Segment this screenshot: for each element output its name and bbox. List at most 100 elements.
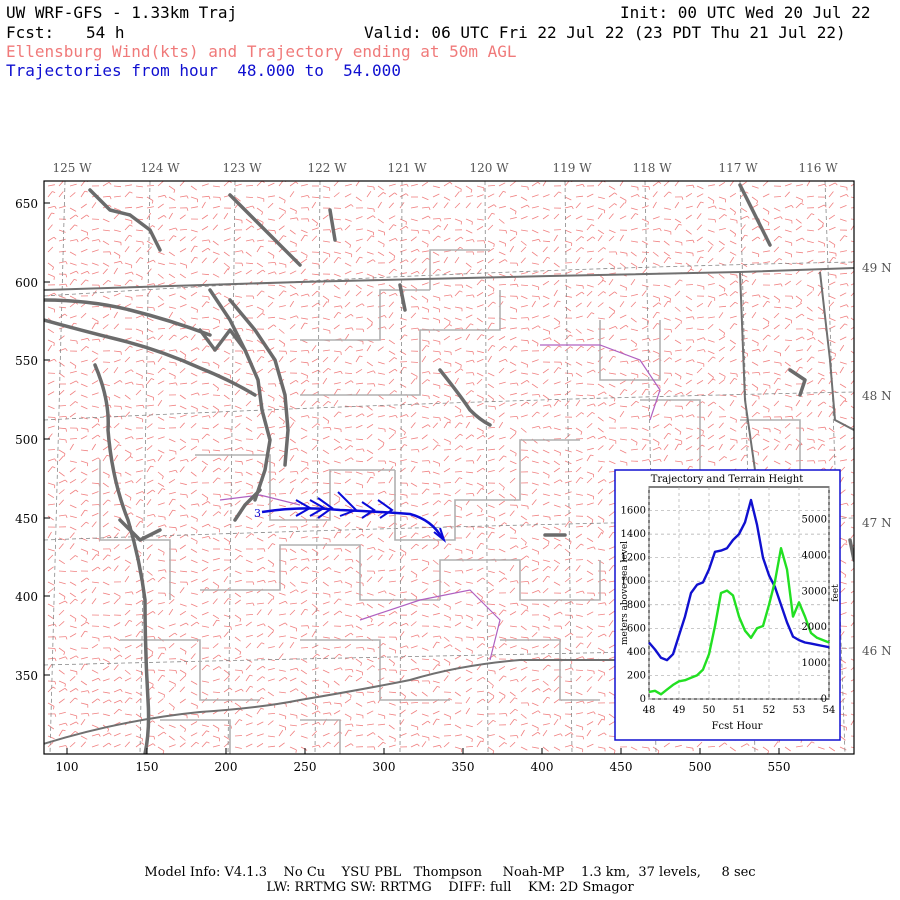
wind-barb xyxy=(762,207,770,212)
wind-barb xyxy=(168,623,176,627)
wind-barb xyxy=(421,544,428,550)
wind-barb xyxy=(377,438,385,444)
wind-barb xyxy=(289,292,297,297)
wind-barb xyxy=(267,202,274,209)
wind-barb xyxy=(454,336,462,341)
wind-barb-flag xyxy=(437,268,441,271)
wind-barb xyxy=(410,338,418,341)
wind-barb xyxy=(674,306,681,312)
wind-barb-flag xyxy=(208,536,211,540)
wind-barb xyxy=(388,293,396,297)
wind-barb xyxy=(586,250,594,253)
wind-barb-flag xyxy=(339,446,343,449)
wind-barb xyxy=(377,218,384,224)
wind-barb xyxy=(575,493,583,496)
wind-barb xyxy=(531,460,539,464)
wind-barb xyxy=(729,458,737,462)
wind-barb-flag xyxy=(405,259,409,263)
wind-barb xyxy=(531,688,539,693)
wind-barb xyxy=(47,246,54,253)
wind-barb xyxy=(333,667,341,671)
wind-barb xyxy=(311,227,319,231)
wind-barb xyxy=(421,339,429,342)
wind-barb xyxy=(234,183,242,187)
wind-barb-flag xyxy=(65,600,68,604)
wind-barb xyxy=(113,213,120,220)
wind-barb xyxy=(300,515,308,521)
wind-barb xyxy=(498,603,506,608)
wind-barb xyxy=(234,525,242,528)
wind-barb xyxy=(135,437,144,440)
wind-barb xyxy=(377,677,385,682)
wind-barb-flag xyxy=(241,263,244,267)
wind-barb-flag xyxy=(196,541,198,545)
wind-barb xyxy=(553,427,561,431)
wind-barb xyxy=(278,437,286,440)
wind-barb xyxy=(267,394,275,399)
wind-barb xyxy=(256,460,264,465)
wind-barb xyxy=(443,468,451,473)
wind-barb xyxy=(806,284,814,289)
wind-barb-flag xyxy=(84,509,88,512)
wind-barb xyxy=(597,302,604,308)
wind-barb xyxy=(256,262,264,268)
wind-barb-flag xyxy=(557,300,561,303)
wind-barb-flag xyxy=(614,291,618,295)
wind-barb xyxy=(355,676,363,682)
wind-barb-flag xyxy=(162,367,166,370)
wind-barb xyxy=(124,206,133,209)
wind-barb xyxy=(311,570,319,573)
wind-barb xyxy=(256,239,264,242)
wind-barb xyxy=(201,691,209,696)
wind-barb-flag xyxy=(383,654,387,658)
wind-barb-flag xyxy=(437,235,441,238)
wind-barb xyxy=(311,201,317,209)
wind-barb xyxy=(333,388,339,396)
wind-barb xyxy=(476,454,482,462)
wind-barb-flag xyxy=(97,698,101,701)
wind-barb xyxy=(311,358,319,363)
wind-barb xyxy=(410,206,418,209)
wind-barb-flag xyxy=(384,326,387,330)
wind-barb-flag xyxy=(822,389,826,392)
wind-barb xyxy=(465,284,473,289)
wind-barb xyxy=(476,636,485,639)
wind-barb-flag xyxy=(700,201,704,204)
wind-barb xyxy=(608,356,614,363)
wind-barb xyxy=(784,317,792,321)
wind-barb xyxy=(509,449,517,454)
wind-barb xyxy=(234,592,242,598)
wind-barb xyxy=(476,218,484,221)
wind-barb xyxy=(696,185,704,190)
wind-barb xyxy=(674,262,683,265)
wind-barb xyxy=(586,657,595,660)
wind-barb-flag xyxy=(262,269,266,273)
wind-barb xyxy=(135,240,143,243)
wind-barb-flag xyxy=(679,431,682,435)
wind-barb xyxy=(333,350,341,353)
wind-barb xyxy=(179,633,187,638)
wind-barb xyxy=(850,599,854,605)
wind-barb xyxy=(498,665,506,671)
wind-barb xyxy=(245,372,253,375)
wind-barb xyxy=(245,328,253,331)
wind-barb xyxy=(322,611,330,616)
wind-barb xyxy=(839,366,844,374)
wind-barb xyxy=(729,444,735,451)
wind-barb xyxy=(784,240,792,244)
wind-barb xyxy=(641,438,649,441)
wind-barb xyxy=(91,643,99,649)
wind-barb-flag xyxy=(538,426,541,429)
wind-barb xyxy=(366,229,374,233)
wind-barb xyxy=(47,212,52,220)
wind-barb xyxy=(91,586,97,594)
wind-barb xyxy=(608,588,615,594)
wind-barb xyxy=(344,290,350,297)
wind-barb xyxy=(850,471,854,474)
wind-barb xyxy=(157,454,163,462)
wind-barb xyxy=(685,251,693,254)
wind-barb xyxy=(146,636,155,638)
wind-barb xyxy=(597,416,604,422)
wind-barb-flag xyxy=(613,310,616,314)
wind-barb xyxy=(366,520,372,528)
